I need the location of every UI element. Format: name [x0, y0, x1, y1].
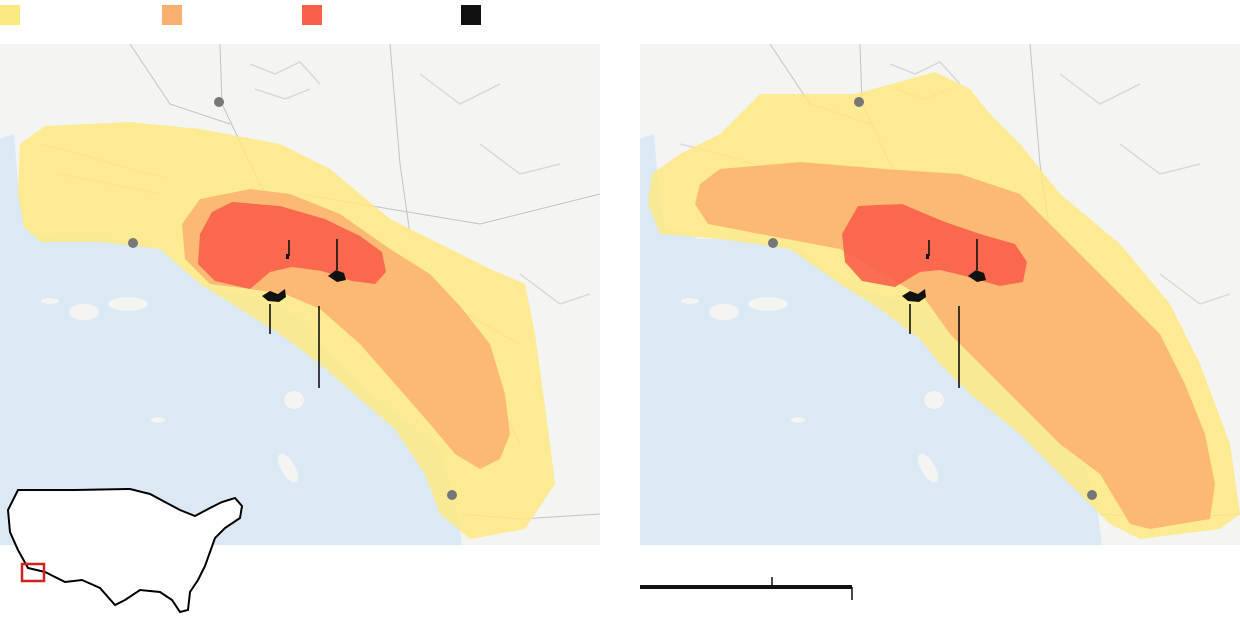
left-map[interactable]	[0, 44, 600, 545]
zone-yellow	[18, 122, 555, 539]
city-markers	[128, 97, 457, 500]
ocean	[640, 134, 1102, 545]
ocean	[0, 134, 462, 545]
callout-lines	[909, 239, 978, 388]
inset-highlight-box	[20, 562, 46, 583]
zone-red	[198, 202, 386, 289]
fire-perimeters	[902, 254, 986, 302]
legend-swatch-black	[461, 5, 481, 25]
legend-swatch-yellow	[0, 5, 20, 25]
channel-islands	[41, 297, 304, 483]
city-markers	[768, 97, 1097, 500]
legend	[0, 0, 1240, 30]
zone-orange	[695, 162, 1215, 529]
callout-lines	[269, 239, 338, 388]
scale-bar	[640, 570, 860, 610]
us-outline	[6, 487, 244, 614]
scale-bar-graphic	[640, 577, 853, 600]
legend-swatch-orange	[162, 5, 182, 25]
us-outline-path	[6, 487, 244, 614]
channel-islands	[681, 297, 944, 483]
fire-perimeters	[262, 254, 346, 302]
zone-red	[842, 204, 1027, 287]
legend-swatch-red	[302, 5, 322, 25]
right-map[interactable]	[640, 44, 1240, 545]
left-map-canvas	[0, 44, 600, 545]
right-map-canvas	[640, 44, 1240, 545]
us-inset-map	[0, 480, 260, 624]
